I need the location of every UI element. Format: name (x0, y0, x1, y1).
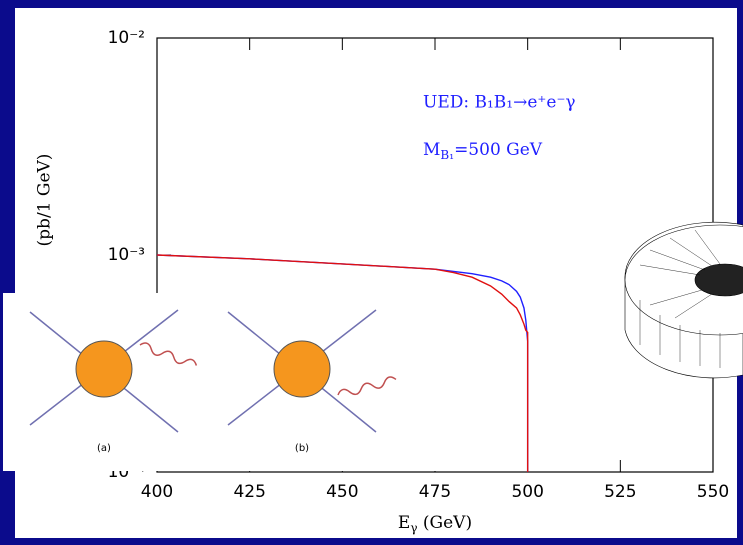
x-tick-label: 500 (511, 482, 543, 502)
annotation: UED: B₁B₁→e⁺e⁻γ (423, 93, 576, 113)
photon-line (337, 376, 397, 396)
x-label-part: E (398, 513, 410, 533)
x-tick-label: 550 (697, 482, 729, 502)
detector-torus (624, 221, 743, 379)
x-tick-label: 400 (141, 482, 173, 502)
x-label-sub: γ (410, 521, 417, 535)
x-tick-label: 425 (233, 482, 265, 502)
photon-line (139, 342, 198, 366)
annotation-sub: B₁ (440, 148, 454, 162)
x-tick-label: 475 (419, 482, 451, 502)
diagram-label: (b) (295, 443, 309, 454)
x-tick-label: 525 (604, 482, 636, 502)
annotation: MB₁=500 GeV (423, 140, 543, 162)
annotation-part: M (423, 140, 440, 160)
x-axis-label: Eγ (GeV) (398, 513, 472, 535)
diagram-label: (a) (97, 443, 111, 454)
vertex-blob (273, 340, 331, 398)
feynman-diagrams: (a) (b) (3, 293, 440, 471)
y-tick-label: 10⁻² (108, 28, 145, 48)
diagram-background (3, 293, 440, 471)
y-axis-label: (pb/1 GeV) (35, 154, 55, 247)
annotation-part: =500 GeV (454, 140, 543, 160)
series-line (156, 254, 529, 472)
x-label-part: (GeV) (418, 513, 473, 533)
y-tick-label: 10⁻³ (108, 245, 145, 265)
x-tick-label: 450 (326, 482, 358, 502)
vertex-blob (75, 340, 133, 398)
